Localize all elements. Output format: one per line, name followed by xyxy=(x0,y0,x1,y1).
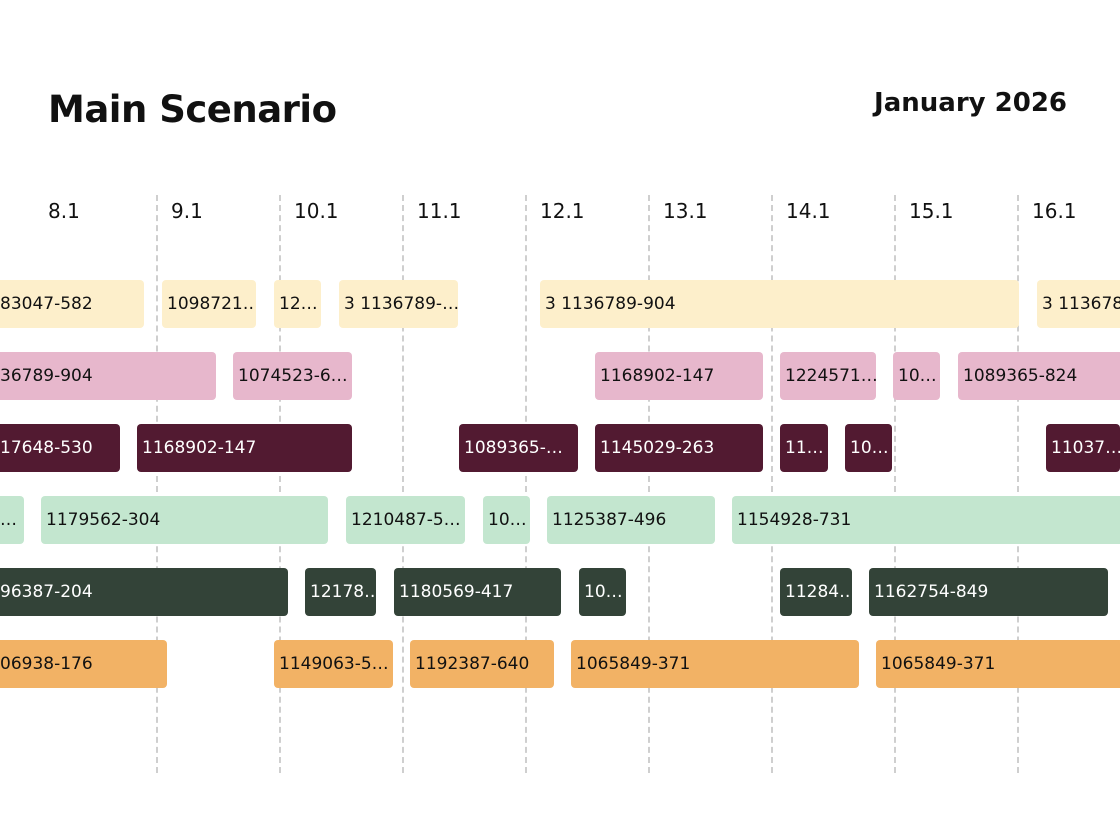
task-label: 11284… xyxy=(785,582,852,602)
task-bar[interactable]: 1065849-371 xyxy=(876,640,1120,688)
task-label: 1149063-5… xyxy=(279,654,389,674)
task-bar[interactable]: 10… xyxy=(579,568,626,616)
task-label: 3 1136789-… xyxy=(344,294,458,314)
task-bar[interactable]: 36789-904 xyxy=(0,352,216,400)
task-label: 1180569-417 xyxy=(399,582,514,602)
task-bar[interactable]: 1192387-640 xyxy=(410,640,554,688)
day-divider xyxy=(1017,195,1019,773)
day-divider xyxy=(648,195,650,773)
day-label: 11.1 xyxy=(417,199,462,223)
task-label: 3 113678 xyxy=(1042,294,1120,314)
task-label: 1089365-824 xyxy=(963,366,1078,386)
task-label: 1125387-496 xyxy=(552,510,667,530)
task-bar[interactable]: 83047-582 xyxy=(0,280,144,328)
task-label: 1179562-304 xyxy=(46,510,161,530)
day-label: 16.1 xyxy=(1032,199,1077,223)
task-bar[interactable]: 1074523-6… xyxy=(233,352,352,400)
task-label: 10… xyxy=(850,438,889,458)
task-label: 96387-204 xyxy=(0,582,93,602)
task-bar[interactable]: 1149063-5… xyxy=(274,640,393,688)
task-bar[interactable]: 12… xyxy=(274,280,321,328)
task-bar[interactable]: 1162754-849 xyxy=(869,568,1108,616)
day-divider xyxy=(894,195,896,773)
task-bar[interactable]: 1098721… xyxy=(162,280,256,328)
task-bar[interactable]: 06938-176 xyxy=(0,640,167,688)
task-bar[interactable]: 1125387-496 xyxy=(547,496,715,544)
day-label: 8.1 xyxy=(48,199,80,223)
day-divider xyxy=(771,195,773,773)
task-label: 1074523-6… xyxy=(238,366,348,386)
task-label: 1224571… xyxy=(785,366,876,386)
task-label: 3 1136789-904 xyxy=(545,294,676,314)
task-label: 11… xyxy=(785,438,824,458)
task-label: 1154928-731 xyxy=(737,510,852,530)
task-bar[interactable]: 1168902-147 xyxy=(137,424,352,472)
task-bar[interactable]: 1180569-417 xyxy=(394,568,561,616)
task-label: 06938-176 xyxy=(0,654,93,674)
task-label: 12178… xyxy=(310,582,376,602)
day-divider xyxy=(156,195,158,773)
task-bar[interactable]: 1145029-263 xyxy=(595,424,763,472)
month-label: January 2026 xyxy=(874,88,1067,118)
day-divider xyxy=(525,195,527,773)
task-bar[interactable]: 1210487-5… xyxy=(346,496,465,544)
task-label: 1145029-263 xyxy=(600,438,715,458)
task-bar[interactable]: 1154928-731 xyxy=(732,496,1120,544)
task-label: 1098721… xyxy=(167,294,256,314)
task-label: 11037… xyxy=(1051,438,1120,458)
task-bar[interactable]: 1065849-371 xyxy=(571,640,859,688)
task-bar[interactable]: 3 113678 xyxy=(1037,280,1120,328)
task-label: 10… xyxy=(898,366,937,386)
task-label: 1089365-… xyxy=(464,438,563,458)
task-bar[interactable]: 3 1136789-… xyxy=(339,280,458,328)
task-bar[interactable]: 1089365-… xyxy=(459,424,578,472)
day-label: 14.1 xyxy=(786,199,831,223)
task-label: 17648-530 xyxy=(0,438,93,458)
task-bar[interactable]: 10… xyxy=(483,496,530,544)
task-label: 1210487-5… xyxy=(351,510,461,530)
task-bar[interactable]: 1224571… xyxy=(780,352,876,400)
task-label: 1162754-849 xyxy=(874,582,989,602)
task-label: 1168902-147 xyxy=(600,366,715,386)
day-divider xyxy=(279,195,281,773)
task-bar[interactable]: 11284… xyxy=(780,568,852,616)
day-divider xyxy=(402,195,404,773)
task-bar[interactable]: 1179562-304 xyxy=(41,496,328,544)
task-bar[interactable]: 96387-204 xyxy=(0,568,288,616)
scenario-title: Main Scenario xyxy=(48,88,337,131)
day-label: 10.1 xyxy=(294,199,339,223)
task-label: 1168902-147 xyxy=(142,438,257,458)
task-bar[interactable]: 10… xyxy=(893,352,940,400)
task-bar[interactable]: 3 1136789-904 xyxy=(540,280,1019,328)
task-bar[interactable]: 17648-530 xyxy=(0,424,120,472)
task-bar[interactable]: 1089365-824 xyxy=(958,352,1120,400)
day-label: 9.1 xyxy=(171,199,203,223)
task-bar[interactable]: 12178… xyxy=(305,568,376,616)
task-label: 36789-904 xyxy=(0,366,93,386)
day-label: 13.1 xyxy=(663,199,708,223)
task-label: … xyxy=(0,510,17,530)
day-label: 15.1 xyxy=(909,199,954,223)
task-label: 83047-582 xyxy=(0,294,93,314)
task-bar[interactable]: 11037… xyxy=(1046,424,1120,472)
task-bar[interactable]: 1168902-147 xyxy=(595,352,763,400)
task-label: 10… xyxy=(488,510,527,530)
day-label: 12.1 xyxy=(540,199,585,223)
task-label: 1192387-640 xyxy=(415,654,530,674)
task-label: 12… xyxy=(279,294,318,314)
task-bar[interactable]: 11… xyxy=(780,424,828,472)
task-bar[interactable]: … xyxy=(0,496,24,544)
task-label: 1065849-371 xyxy=(881,654,996,674)
task-bar[interactable]: 10… xyxy=(845,424,892,472)
task-label: 10… xyxy=(584,582,623,602)
task-label: 1065849-371 xyxy=(576,654,691,674)
